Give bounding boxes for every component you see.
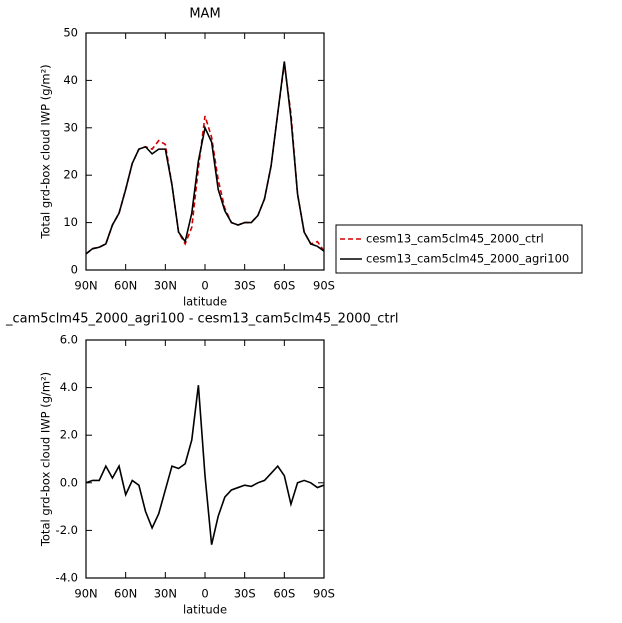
y-tick-label: 10 [63,215,78,229]
x-tick-label: 0 [201,587,208,601]
data-line [85,385,325,545]
x-tick-label: 30N [154,279,177,293]
y-tick-label: 50 [63,26,78,40]
y-tick-label: 6.0 [60,333,78,347]
x-axis-label: latitude [183,603,227,617]
y-tick-label: -4.0 [56,571,78,585]
x-tick-label: 60N [114,587,137,601]
legend-label: cesm13_cam5clm45_2000_ctrl [366,232,544,246]
y-tick-label: 40 [63,73,78,87]
y-tick-label: 4.0 [60,380,78,394]
y-tick-label: 0 [71,263,78,277]
x-tick-label: 60S [273,279,295,293]
chart-title: _cam5clm45_2000_agri100 - cesm13_cam5clm… [5,312,398,327]
y-axis-label: Total grd-box cloud IWP (g/m²) [39,372,53,547]
data-line [85,61,325,255]
x-tick-label: 90S [313,279,335,293]
x-axis-label: latitude [183,295,227,309]
x-tick-label: 30N [154,587,177,601]
x-tick-label: 30S [234,279,256,293]
y-tick-label: 30 [63,120,78,134]
x-tick-label: 90N [74,279,97,293]
chart-title: MAM [189,7,220,22]
legend-box [335,224,583,274]
x-tick-label: 90N [74,587,97,601]
x-tick-label: 60S [273,587,295,601]
plot-frame [85,339,325,579]
plot-frame [85,32,325,271]
x-tick-label: 60N [114,279,137,293]
y-tick-label: 2.0 [60,428,78,442]
x-tick-label: 90S [313,587,335,601]
y-tick-label: 20 [63,168,78,182]
x-tick-label: 30S [234,587,256,601]
y-axis-label: Total grd-box cloud IWP (g/m²) [39,64,53,239]
y-tick-label: -2.0 [56,523,78,537]
x-tick-label: 0 [201,279,208,293]
y-tick-label: 0.0 [60,475,78,489]
legend-label: cesm13_cam5clm45_2000_agri100 [366,252,569,266]
